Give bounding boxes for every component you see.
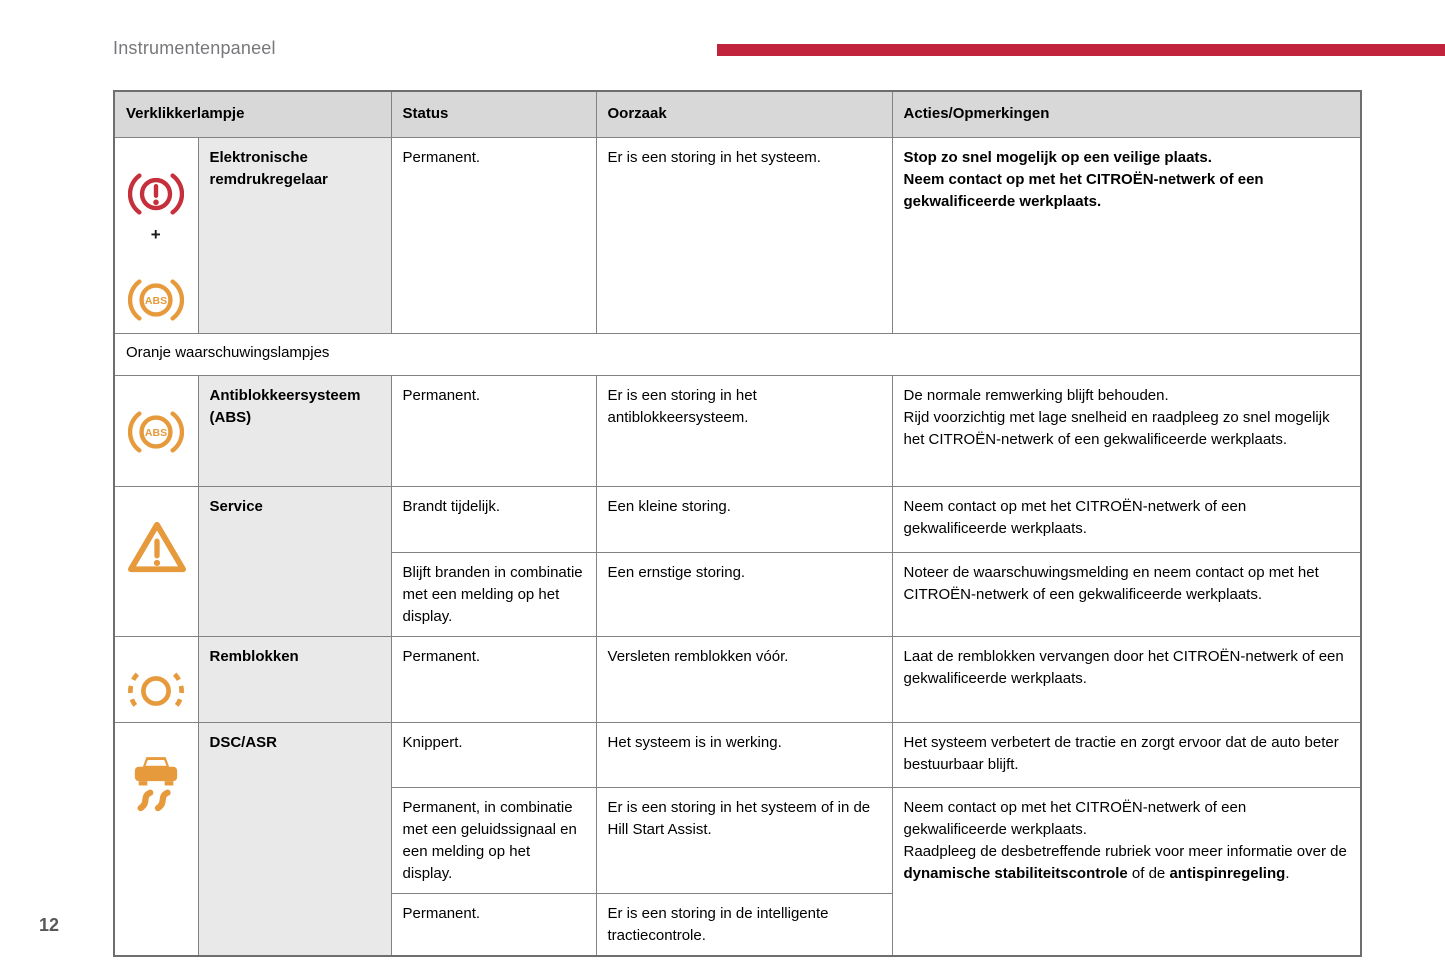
dsc-a-cause: Het systeem is in werking. xyxy=(595,721,893,788)
section-row: Oranje waarschuwingslampjes xyxy=(113,332,1362,376)
dsc-icon-cell xyxy=(113,721,199,957)
accent-bar xyxy=(717,44,1445,56)
svg-text:ABS: ABS xyxy=(145,294,167,306)
brakepads-cause: Versleten remblokken vóór. xyxy=(595,635,893,723)
table-row: Blijft branden in combinatie met een mel… xyxy=(114,551,1362,637)
ebd-cause: Er is een storing in het systeem. xyxy=(595,136,893,334)
brake-warning-icon xyxy=(127,172,184,215)
table-row: Service Brandt tijdelijk. Een kleine sto… xyxy=(113,485,1362,637)
header-verklikkerlampje: Verklikkerlampje xyxy=(113,90,392,138)
brake-pads-icon xyxy=(127,672,184,709)
dsc-c-cause: Er is een storing in de intelligente tra… xyxy=(595,892,893,957)
header-status: Status xyxy=(390,90,597,138)
service-b-status: Blijft branden in combinatie met een mel… xyxy=(390,551,597,637)
dsc-name: DSC/ASR xyxy=(197,721,392,957)
service-warning-icon xyxy=(128,521,186,572)
dsc-b-cause: Er is een storing in het systeem of in d… xyxy=(595,786,893,894)
abs-name: Antiblokkeersysteem (ABS) xyxy=(197,374,392,487)
abs-status: Permanent. xyxy=(390,374,597,487)
svg-text:ABS: ABS xyxy=(145,426,167,438)
ebd-status: Permanent. xyxy=(390,136,597,334)
stability-control-icon xyxy=(134,756,177,811)
table-row: + ABS Elektronische remdrukregelaar Perm… xyxy=(113,136,1362,334)
ebd-name: Elektronische remdrukregelaar xyxy=(197,136,392,334)
service-icon-cell xyxy=(113,485,199,637)
page-title: Instrumentenpaneel xyxy=(113,38,276,58)
table-row: Remblokken Permanent. Versleten remblokk… xyxy=(113,635,1362,723)
header-acties-opmerkingen: Acties/Opmerkingen xyxy=(891,90,1362,138)
table-header-row: Verklikkerlampje Status Oorzaak Acties/O… xyxy=(113,90,1362,138)
table-row: DSC/ASR Knippert. Het systeem is in werk… xyxy=(113,721,1362,957)
abs-warning-icon: ABS xyxy=(127,410,184,453)
ebd-icon-cell: + ABS xyxy=(113,136,199,334)
service-name: Service xyxy=(197,485,392,637)
service-a-status: Brandt tijdelijk. xyxy=(390,485,597,553)
warning-lights-table: Verklikkerlampje Status Oorzaak Acties/O… xyxy=(113,90,1363,957)
service-b-action: Noteer de waarschuwingsmelding en neem c… xyxy=(891,551,1362,637)
service-a-cause: Een kleine storing. xyxy=(595,485,893,553)
ebd-action: Stop zo snel mogelijk op een veilige pla… xyxy=(891,136,1362,334)
abs-action: De normale remwerking blijft behouden. R… xyxy=(891,374,1362,487)
brakepads-action: Laat de remblokken vervangen door het CI… xyxy=(891,635,1362,723)
dsc-c-status: Permanent. xyxy=(390,892,597,957)
dsc-b-status: Permanent, in combinatie met een geluids… xyxy=(390,786,597,894)
table-row: Permanent. Er is een storing in de intel… xyxy=(114,892,1361,957)
plus-sign: + xyxy=(150,224,161,244)
abs-cause: Er is een storing in het antiblokkeersys… xyxy=(595,374,893,487)
abs-warning-icon: ABS xyxy=(127,278,184,321)
dsc-b-action: Neem contact op met het CITROËN-netwerk … xyxy=(891,786,1362,957)
service-b-cause: Een ernstige storing. xyxy=(595,551,893,637)
page-number: 12 xyxy=(39,915,60,935)
table-row: Permanent, in combinatie met een geluids… xyxy=(114,786,1362,957)
service-a-action: Neem contact op met het CITROËN-netwerk … xyxy=(891,485,1362,553)
abs-icon-cell: ABS xyxy=(113,374,199,487)
dsc-a-action: Het systeem verbetert de tractie en zorg… xyxy=(891,721,1362,788)
header-oorzaak: Oorzaak xyxy=(595,90,893,138)
brakepads-name: Remblokken xyxy=(197,635,392,723)
dsc-a-status: Knippert. xyxy=(390,721,597,788)
section-label: Oranje waarschuwingslampjes xyxy=(113,332,1362,376)
brakepads-icon-cell xyxy=(113,635,199,723)
table-row: ABS Antiblokkeersysteem (ABS) Permanent.… xyxy=(113,374,1362,487)
brakepads-status: Permanent. xyxy=(390,635,597,723)
